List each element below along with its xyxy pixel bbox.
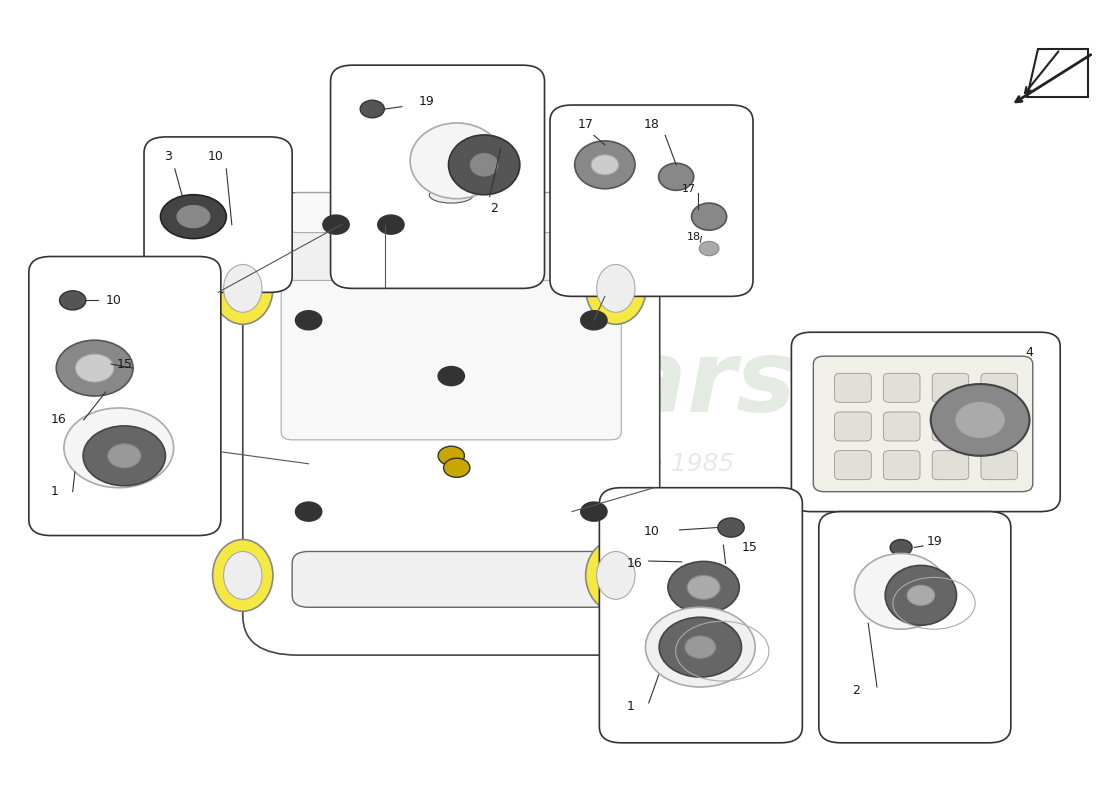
FancyBboxPatch shape [287, 225, 616, 288]
Ellipse shape [449, 135, 520, 194]
Ellipse shape [659, 163, 694, 190]
Ellipse shape [212, 253, 273, 324]
Ellipse shape [596, 265, 635, 312]
Ellipse shape [177, 206, 210, 228]
FancyBboxPatch shape [883, 450, 920, 480]
Text: 10: 10 [106, 294, 121, 307]
Circle shape [438, 366, 464, 386]
Ellipse shape [646, 607, 756, 687]
Ellipse shape [596, 551, 635, 599]
Text: eurocars: eurocars [304, 335, 796, 433]
Ellipse shape [685, 636, 716, 658]
Ellipse shape [212, 539, 273, 611]
Ellipse shape [108, 444, 141, 468]
Ellipse shape [223, 551, 262, 599]
Circle shape [223, 218, 252, 239]
Ellipse shape [668, 562, 739, 614]
Ellipse shape [688, 575, 720, 599]
Text: 2: 2 [851, 685, 859, 698]
FancyBboxPatch shape [331, 65, 544, 288]
Text: 4: 4 [1025, 346, 1033, 358]
Text: 19: 19 [418, 94, 434, 107]
FancyBboxPatch shape [813, 356, 1033, 492]
Ellipse shape [591, 155, 618, 174]
Circle shape [296, 502, 322, 521]
FancyBboxPatch shape [29, 257, 221, 535]
Ellipse shape [161, 194, 227, 238]
Ellipse shape [76, 354, 114, 382]
FancyBboxPatch shape [144, 137, 293, 292]
Circle shape [443, 458, 470, 478]
FancyBboxPatch shape [791, 332, 1060, 512]
FancyBboxPatch shape [293, 551, 610, 607]
Ellipse shape [410, 123, 504, 198]
Ellipse shape [659, 618, 741, 677]
Ellipse shape [855, 554, 948, 630]
FancyBboxPatch shape [932, 374, 969, 402]
Ellipse shape [84, 426, 165, 486]
FancyBboxPatch shape [550, 105, 754, 296]
FancyBboxPatch shape [932, 412, 969, 441]
Ellipse shape [574, 141, 635, 189]
Ellipse shape [585, 539, 646, 611]
FancyBboxPatch shape [600, 488, 802, 743]
Ellipse shape [429, 187, 473, 203]
Ellipse shape [56, 340, 133, 396]
FancyBboxPatch shape [243, 193, 660, 655]
Circle shape [931, 384, 1030, 456]
Ellipse shape [64, 408, 174, 488]
Circle shape [890, 539, 912, 555]
Circle shape [581, 310, 607, 330]
Text: 18: 18 [688, 231, 702, 242]
Text: 10: 10 [208, 150, 223, 163]
Circle shape [377, 215, 404, 234]
Text: 16: 16 [51, 414, 66, 426]
FancyBboxPatch shape [818, 512, 1011, 743]
Circle shape [323, 215, 349, 234]
Polygon shape [1027, 50, 1088, 97]
FancyBboxPatch shape [883, 412, 920, 441]
Ellipse shape [360, 100, 384, 118]
Ellipse shape [692, 203, 727, 230]
Circle shape [956, 402, 1004, 438]
FancyBboxPatch shape [282, 281, 622, 440]
FancyBboxPatch shape [981, 450, 1018, 480]
Circle shape [438, 446, 464, 466]
Text: 19: 19 [926, 535, 942, 549]
Circle shape [718, 518, 745, 537]
Text: 3: 3 [164, 150, 172, 163]
FancyBboxPatch shape [981, 374, 1018, 402]
Ellipse shape [585, 253, 646, 324]
Text: 10: 10 [644, 525, 659, 538]
Text: 15: 15 [742, 541, 758, 554]
Ellipse shape [700, 242, 719, 256]
Ellipse shape [908, 586, 935, 606]
Circle shape [59, 290, 86, 310]
FancyBboxPatch shape [932, 450, 969, 480]
Text: 16: 16 [627, 557, 642, 570]
Ellipse shape [886, 566, 957, 626]
Circle shape [581, 502, 607, 521]
Text: 2: 2 [490, 202, 497, 215]
Text: 17: 17 [682, 184, 696, 194]
Circle shape [296, 310, 322, 330]
FancyBboxPatch shape [981, 412, 1018, 441]
Ellipse shape [223, 265, 262, 312]
Text: a part of eurocars since 1985: a part of eurocars since 1985 [366, 452, 734, 476]
Text: 15: 15 [117, 358, 132, 370]
Text: 17: 17 [578, 118, 593, 131]
FancyBboxPatch shape [883, 374, 920, 402]
Ellipse shape [471, 154, 498, 176]
FancyBboxPatch shape [287, 193, 616, 233]
Text: 18: 18 [644, 118, 659, 131]
FancyBboxPatch shape [835, 412, 871, 441]
FancyBboxPatch shape [835, 374, 871, 402]
FancyBboxPatch shape [835, 450, 871, 480]
Text: 1: 1 [51, 485, 58, 498]
Text: 1: 1 [627, 701, 635, 714]
